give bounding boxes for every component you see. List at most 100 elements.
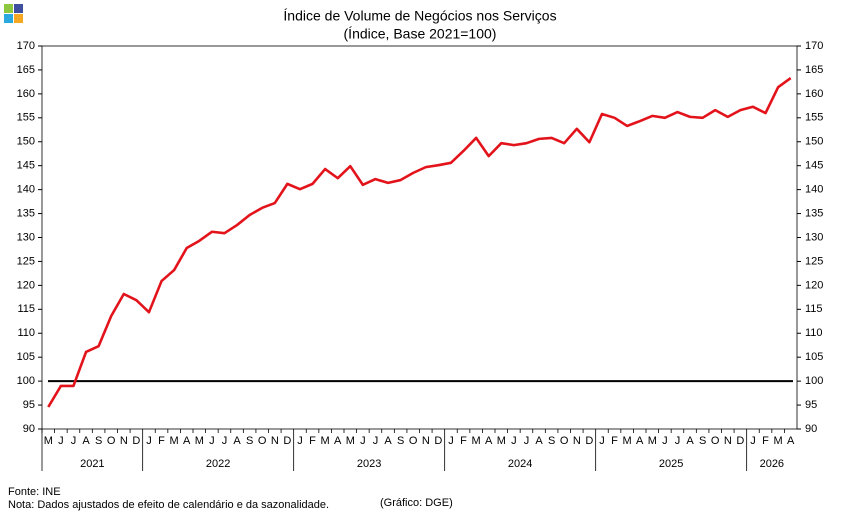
y-tick-label: 165 bbox=[17, 64, 35, 76]
y-tick-label: 145 bbox=[17, 160, 35, 172]
x-tick-label: A bbox=[233, 435, 241, 447]
y2-tick-label: 160 bbox=[805, 88, 823, 100]
x-tick-label: J bbox=[297, 435, 303, 447]
y-tick-label: 110 bbox=[17, 327, 35, 339]
y2-tick-label: 140 bbox=[805, 184, 823, 196]
y2-tick-label: 155 bbox=[805, 112, 823, 124]
x-tick-label: A bbox=[183, 435, 191, 447]
x-tick-label: A bbox=[686, 435, 694, 447]
x-tick-label: N bbox=[422, 435, 430, 447]
x-tick-label: O bbox=[258, 435, 267, 447]
x-tick-label: J bbox=[599, 435, 605, 447]
y2-tick-label: 105 bbox=[805, 351, 823, 363]
x-tick-label: F bbox=[762, 435, 769, 447]
data-line bbox=[47, 77, 792, 408]
x-tick-label: S bbox=[397, 435, 404, 447]
x-tick-label: D bbox=[283, 435, 291, 447]
y2-tick-label: 90 bbox=[805, 423, 817, 435]
logo-square bbox=[4, 4, 13, 13]
y-tick-label: 100 bbox=[17, 375, 35, 387]
x-tick-label: M bbox=[472, 435, 481, 447]
x-tick-label: F bbox=[158, 435, 165, 447]
y-tick-label: 105 bbox=[17, 351, 35, 363]
credit: (Gráfico: DGE) bbox=[380, 497, 453, 509]
x-tick-label: J bbox=[524, 435, 530, 447]
logo-square bbox=[14, 14, 23, 23]
y-tick-label: 130 bbox=[17, 231, 35, 243]
y-tick-label: 115 bbox=[17, 303, 35, 315]
x-tick-label: D bbox=[132, 435, 140, 447]
x-tick-label: D bbox=[585, 435, 593, 447]
y2-tick-label: 170 bbox=[805, 40, 823, 52]
x-tick-label: S bbox=[548, 435, 555, 447]
x-tick-label: A bbox=[787, 435, 795, 447]
y2-tick-label: 115 bbox=[805, 303, 823, 315]
logo-square bbox=[14, 4, 23, 13]
y2-tick-label: 145 bbox=[805, 160, 823, 172]
y2-tick-label: 100 bbox=[805, 375, 823, 387]
note: Nota: Dados ajustados de efeito de calen… bbox=[8, 499, 329, 511]
x-tick-label: M bbox=[346, 435, 355, 447]
y-tick-label: 170 bbox=[17, 40, 35, 52]
x-tick-label: J bbox=[71, 435, 77, 447]
y2-tick-label: 135 bbox=[805, 207, 823, 219]
year-label: 2021 bbox=[80, 458, 104, 470]
y-tick-label: 150 bbox=[17, 136, 35, 148]
x-tick-label: J bbox=[209, 435, 215, 447]
x-tick-label: A bbox=[82, 435, 90, 447]
x-tick-label: M bbox=[195, 435, 204, 447]
x-tick-label: J bbox=[373, 435, 379, 447]
x-tick-label: M bbox=[774, 435, 783, 447]
year-label: 2025 bbox=[659, 458, 683, 470]
y2-tick-label: 120 bbox=[805, 279, 823, 291]
year-label: 2026 bbox=[760, 458, 784, 470]
y2-tick-label: 110 bbox=[805, 327, 823, 339]
x-tick-label: J bbox=[146, 435, 152, 447]
y-tick-label: 155 bbox=[17, 112, 35, 124]
y-tick-label: 90 bbox=[23, 423, 35, 435]
x-tick-label: D bbox=[736, 435, 744, 447]
x-tick-label: M bbox=[623, 435, 632, 447]
x-tick-label: J bbox=[511, 435, 517, 447]
x-tick-label: J bbox=[675, 435, 681, 447]
x-tick-label: J bbox=[662, 435, 668, 447]
x-tick-label: J bbox=[448, 435, 454, 447]
x-tick-label: O bbox=[409, 435, 418, 447]
chart-subtitle: (Índice, Base 2021=100) bbox=[344, 26, 497, 42]
x-tick-label: J bbox=[58, 435, 64, 447]
y2-tick-label: 95 bbox=[805, 399, 817, 411]
x-tick-label: O bbox=[107, 435, 116, 447]
x-tick-label: A bbox=[535, 435, 543, 447]
x-tick-label: N bbox=[573, 435, 581, 447]
x-tick-label: M bbox=[497, 435, 506, 447]
x-tick-label: M bbox=[170, 435, 179, 447]
y-tick-label: 120 bbox=[17, 279, 35, 291]
x-tick-label: O bbox=[560, 435, 569, 447]
y-tick-label: 140 bbox=[17, 184, 35, 196]
x-tick-label: J bbox=[750, 435, 756, 447]
source: Fonte: INE bbox=[8, 486, 61, 498]
x-tick-label: J bbox=[360, 435, 366, 447]
y2-tick-label: 130 bbox=[805, 231, 823, 243]
x-tick-label: M bbox=[648, 435, 657, 447]
x-tick-label: F bbox=[611, 435, 618, 447]
x-tick-label: N bbox=[724, 435, 732, 447]
y2-tick-label: 125 bbox=[805, 255, 823, 267]
year-label: 2022 bbox=[206, 458, 230, 470]
x-tick-label: J bbox=[222, 435, 228, 447]
x-tick-label: A bbox=[334, 435, 342, 447]
x-tick-label: F bbox=[460, 435, 467, 447]
x-tick-label: N bbox=[120, 435, 128, 447]
chart-title: Índice de Volume de Negócios nos Serviço… bbox=[283, 8, 556, 24]
x-tick-label: F bbox=[309, 435, 316, 447]
x-tick-label: A bbox=[384, 435, 392, 447]
plot-frame bbox=[41, 45, 798, 430]
year-label: 2023 bbox=[357, 458, 381, 470]
x-tick-label: A bbox=[636, 435, 644, 447]
x-tick-label: S bbox=[699, 435, 706, 447]
logo-square bbox=[4, 14, 13, 23]
y-tick-label: 125 bbox=[17, 255, 35, 267]
x-tick-label: A bbox=[485, 435, 493, 447]
x-tick-label: M bbox=[44, 435, 53, 447]
y2-tick-label: 150 bbox=[805, 136, 823, 148]
